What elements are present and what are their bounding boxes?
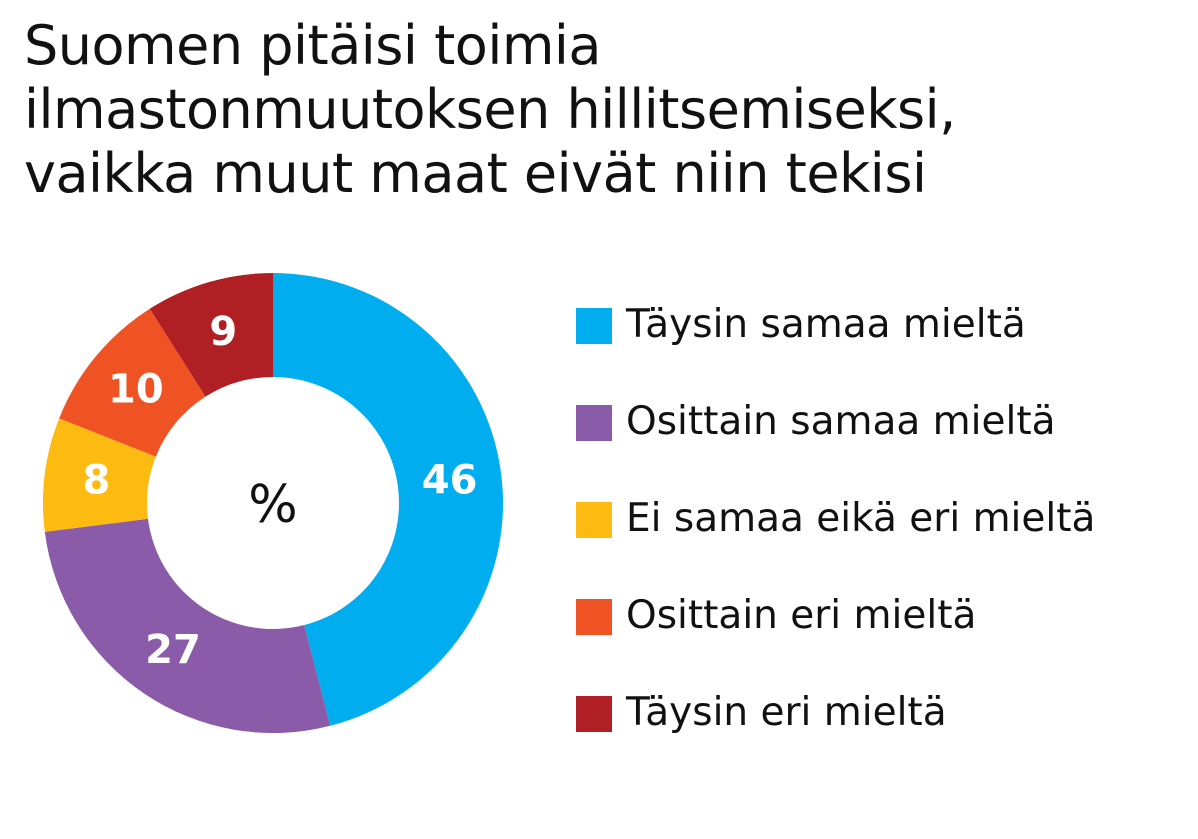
donut-slice-taysin-samaa-mielta xyxy=(273,273,503,726)
data-label-osittain-samaa-mielta: 27 xyxy=(145,627,201,673)
chart-legend: Täysin samaa mieltä Osittain samaa mielt… xyxy=(576,296,1188,781)
legend-swatch xyxy=(576,696,612,732)
donut-slice-labels: 46 27 8 10 9 xyxy=(82,309,477,673)
donut-slice-taysin-eri-mielta xyxy=(149,273,273,397)
data-label-taysin-samaa-mielta: 46 xyxy=(422,458,478,504)
chart-title-line-2: ilmastonmuutoksen hillitsemiseksi, xyxy=(24,78,956,141)
data-label-taysin-eri-mielta: 9 xyxy=(209,309,237,355)
legend-item-osittain-samaa: Osittain samaa mieltä xyxy=(576,393,1188,490)
legend-label: Täysin eri mieltä xyxy=(626,690,947,735)
donut-slice-osittain-samaa-mielta xyxy=(44,518,331,733)
donut-center-label: % xyxy=(248,475,297,535)
data-label-osittain-eri-mielta: 10 xyxy=(108,367,164,413)
donut-slice-osittain-eri-mielta xyxy=(59,308,206,457)
data-label-ei-samaa-eika-eri-mielta: 8 xyxy=(82,458,110,504)
legend-swatch xyxy=(576,599,612,635)
legend-swatch xyxy=(576,502,612,538)
legend-label: Täysin samaa mieltä xyxy=(626,302,1026,347)
chart-title: Suomen pitäisi toimia ilmastonmuutoksen … xyxy=(24,14,1194,206)
donut-slices xyxy=(43,273,503,733)
legend-item-osittain-eri: Osittain eri mieltä xyxy=(576,587,1188,684)
legend-item-ei-samaa-eika-eri: Ei samaa eikä eri mieltä xyxy=(576,490,1188,587)
donut-slice-ei-samaa-eika-eri-mielta xyxy=(43,418,156,532)
legend-item-taysin-samaa: Täysin samaa mieltä xyxy=(576,296,1188,393)
chart-title-line-3: vaikka muut maat eivät niin tekisi xyxy=(24,142,927,205)
chart-title-line-1: Suomen pitäisi toimia xyxy=(24,14,602,77)
legend-item-taysin-eri: Täysin eri mieltä xyxy=(576,684,1188,781)
legend-label: Osittain samaa mieltä xyxy=(626,399,1056,444)
legend-label: Ei samaa eikä eri mieltä xyxy=(626,496,1096,541)
legend-label: Osittain eri mieltä xyxy=(626,593,977,638)
legend-swatch xyxy=(576,308,612,344)
legend-swatch xyxy=(576,405,612,441)
